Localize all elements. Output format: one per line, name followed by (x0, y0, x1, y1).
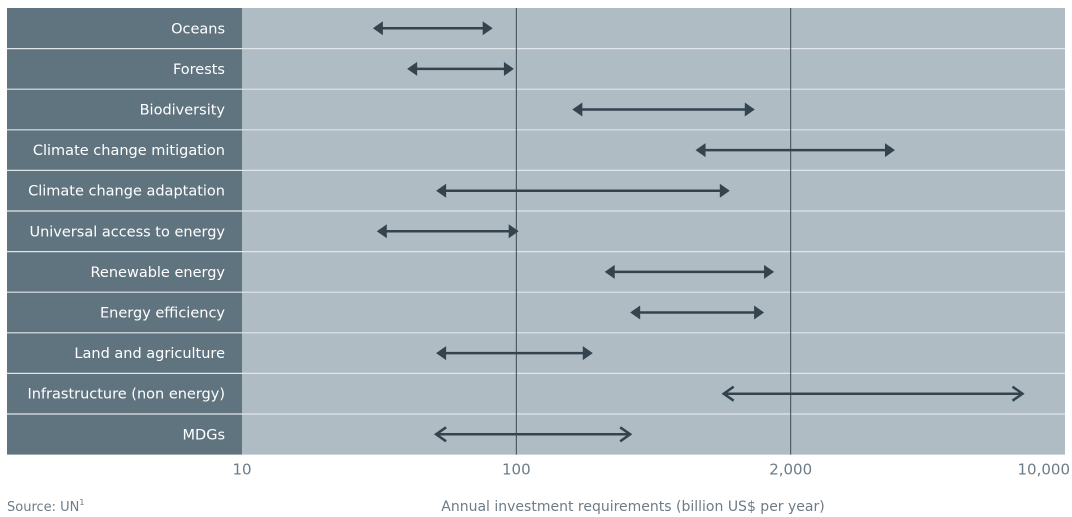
category-label: Energy efficiency (100, 306, 225, 322)
category-label: Climate change adaptation (28, 184, 225, 200)
x-tick-label: 100 (502, 461, 531, 479)
category-labels: Oceans Forests Biodiversity Climate change … (27, 21, 225, 443)
category-label: Renewable energy (91, 265, 226, 281)
range-arrow (604, 264, 775, 279)
range-arrow-head-right (754, 305, 765, 320)
range-arrow (572, 102, 755, 117)
category-label: Infrastructure (non energy) (27, 387, 225, 403)
source-text: Source: UN (7, 500, 79, 515)
range-arrow-head-right (764, 264, 775, 279)
range-arrow-head-left (433, 426, 447, 443)
range-arrow (695, 143, 895, 158)
x-axis-title: Annual investment requirements (billion … (441, 499, 824, 515)
category-label: Universal access to energy (29, 224, 225, 240)
range-arrow-head-right (503, 61, 514, 76)
range-arrow (407, 61, 514, 76)
range-arrow-head-right (482, 21, 493, 36)
range-arrow (436, 183, 730, 198)
category-label: Oceans (171, 21, 225, 37)
range-arrow-head-left (695, 143, 706, 158)
range-arrow-head-left (436, 346, 447, 361)
range-arrow (376, 224, 519, 239)
range-arrow-head-right (719, 183, 730, 198)
range-arrows (372, 21, 1025, 443)
range-arrow-head-left (372, 21, 383, 36)
range-arrow (372, 21, 493, 36)
range-arrow-head-left (630, 305, 641, 320)
range-arrow-head-right (884, 143, 895, 158)
label-panel (7, 8, 242, 455)
range-arrow-head-right (582, 346, 593, 361)
category-label: Biodiversity (140, 103, 226, 119)
range-arrow (433, 426, 633, 443)
category-label: Climate change mitigation (33, 143, 225, 159)
x-tick-label: 2,000 (769, 461, 812, 479)
range-arrow-head-left (376, 224, 387, 239)
range-arrow-head-left (572, 102, 583, 117)
category-label: Land and agriculture (74, 346, 225, 362)
x-axis-tick-labels: 10 100 2,000 10,000 (232, 461, 1070, 479)
range-arrow-head-right (744, 102, 755, 117)
category-label: Forests (173, 62, 225, 78)
source-note: Source: UN1 (7, 498, 85, 515)
range-arrow (436, 346, 593, 361)
range-arrow-head-left (436, 183, 447, 198)
x-tick-label: 10 (232, 461, 251, 479)
range-arrow-head-left (721, 385, 735, 402)
source-superscript: 1 (79, 498, 84, 507)
x-tick-label: 10,000 (1018, 461, 1071, 479)
range-arrow-head-right (508, 224, 519, 239)
range-arrow-head-left (604, 264, 615, 279)
range-arrow (630, 305, 765, 320)
plot-area (242, 8, 1065, 455)
range-arrow-head-right (1011, 385, 1025, 402)
range-arrow-head-left (407, 61, 418, 76)
row-separators (7, 47, 1065, 415)
range-arrow-head-right (619, 426, 633, 443)
category-label: MDGs (183, 427, 225, 443)
range-arrow (721, 385, 1025, 402)
